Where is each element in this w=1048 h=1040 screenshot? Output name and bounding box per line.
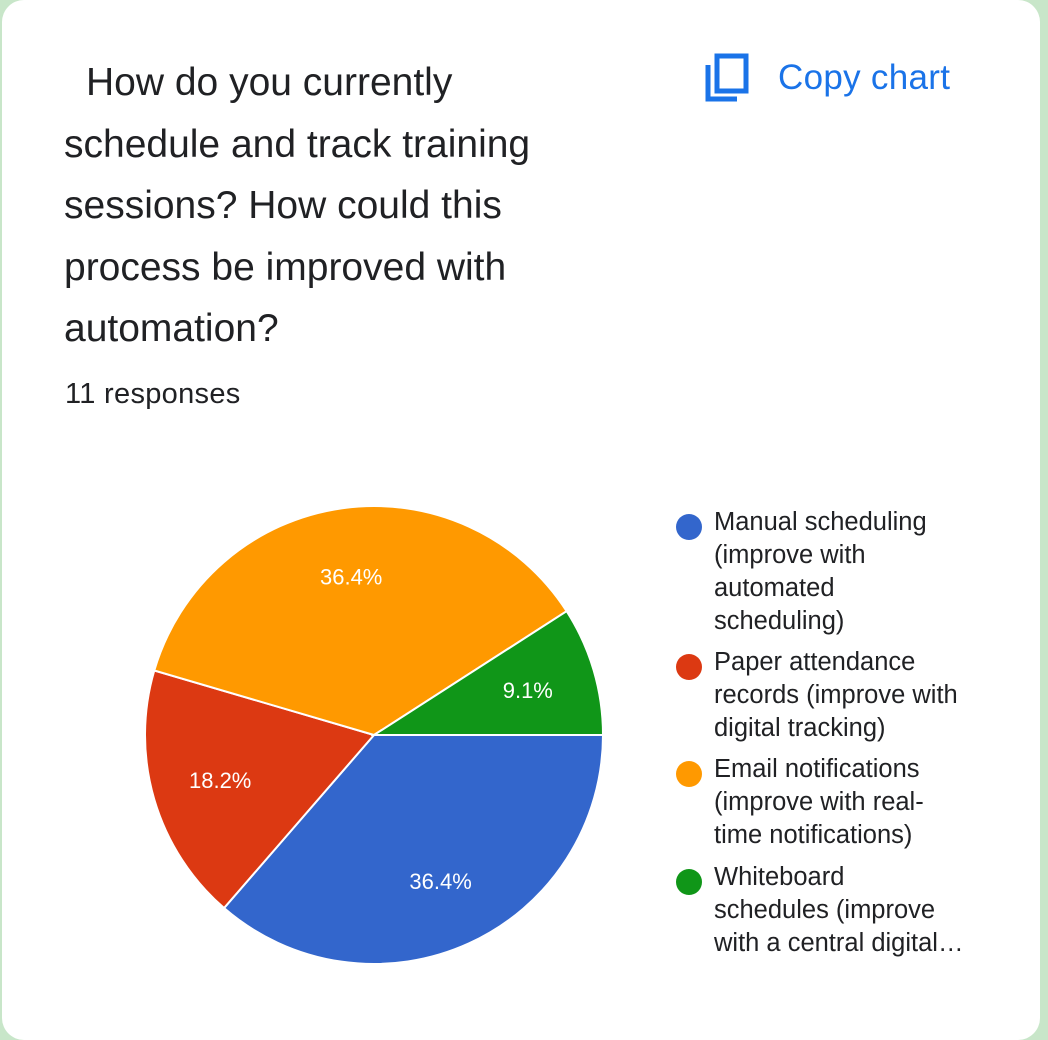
copy-chart-button[interactable]: Copy chart — [704, 52, 950, 104]
pie-slice-paper-attendance — [144, 669, 376, 910]
pie-slice-manual-scheduling — [222, 734, 605, 965]
legend-swatch — [676, 761, 702, 787]
pie-label-manual-scheduling: 36.4% — [409, 869, 471, 894]
pie-label-paper-attendance: 18.2% — [189, 768, 251, 793]
pie-label-whiteboard-schedules: 9.1% — [503, 678, 553, 703]
legend-swatch — [676, 514, 702, 540]
legend-label: Paper attendance records (improve with d… — [714, 648, 958, 742]
pie-slice-email-notifications — [153, 505, 569, 737]
legend-label: Whiteboard schedules (improve with a cen… — [714, 863, 964, 957]
question-title: How do you currently schedule and track … — [64, 61, 531, 350]
response-count: 11 responses — [65, 378, 241, 410]
legend-label: Manual scheduling (improve with automate… — [714, 508, 927, 635]
legend-swatch — [676, 654, 702, 680]
pie-slice-whiteboard-schedules — [370, 609, 605, 736]
pie-label-email-notifications: 36.4% — [320, 564, 382, 589]
legend-label: Email notifications (improve with real-t… — [714, 755, 924, 849]
copy-icon — [705, 53, 749, 102]
copy-chart-label: Copy chart — [778, 58, 951, 97]
legend-swatch — [676, 869, 702, 895]
